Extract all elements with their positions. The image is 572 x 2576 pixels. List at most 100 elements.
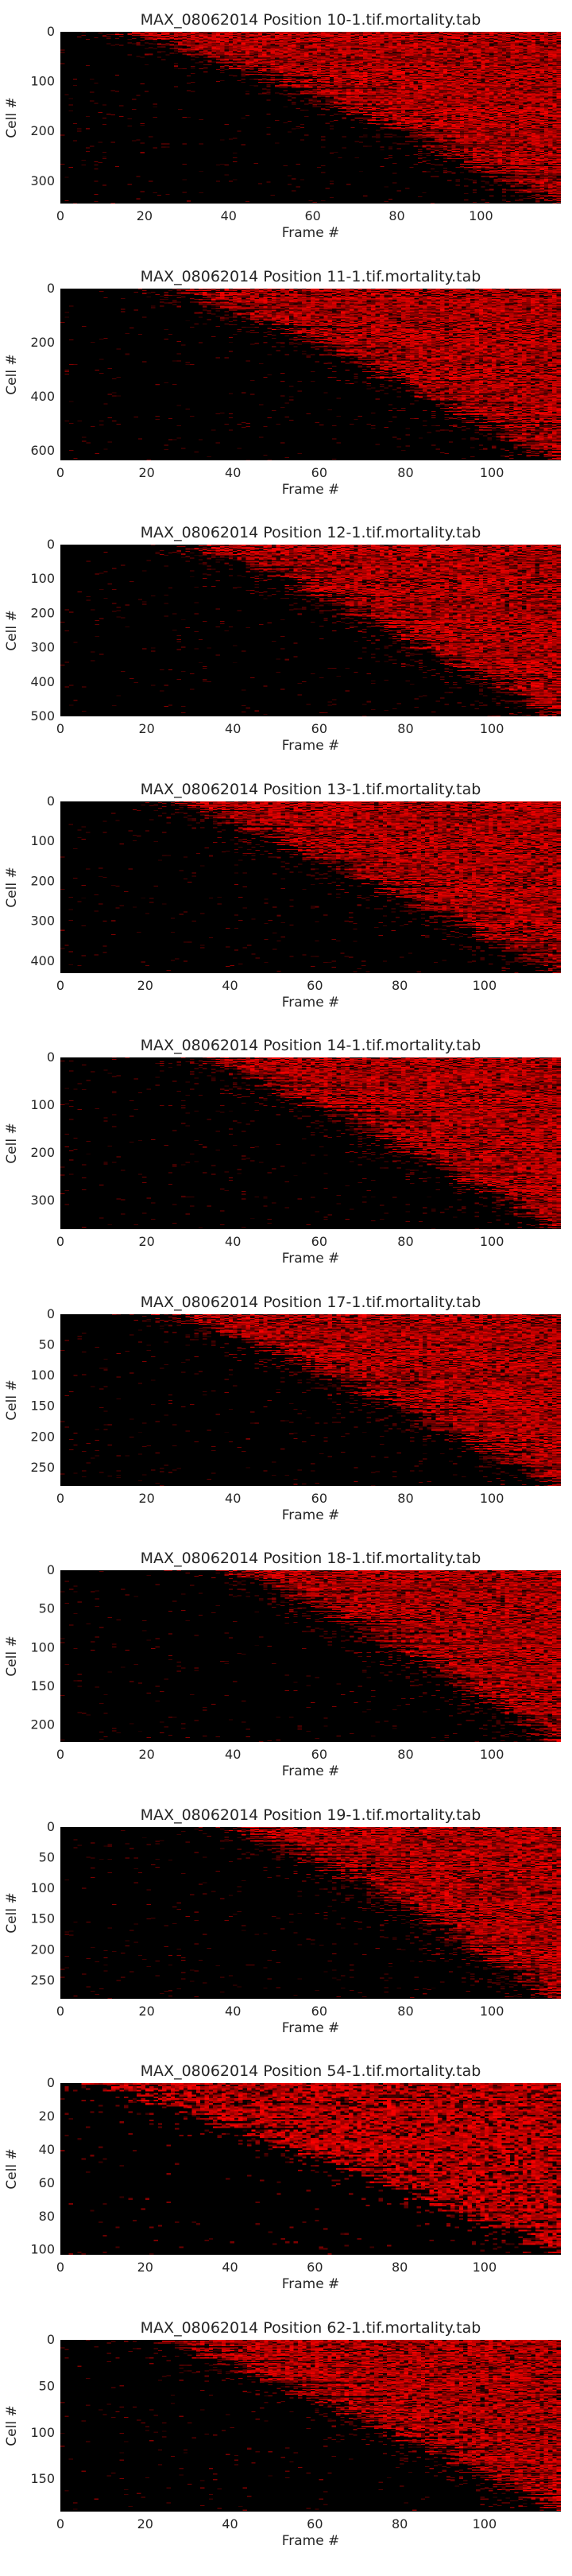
x-tick-label: 100 xyxy=(480,2004,504,2019)
heatmap-image xyxy=(60,801,561,973)
x-tick-label: 0 xyxy=(56,2260,64,2275)
heatmap-panel: MAX_08062014 Position 11-1.tif.mortality… xyxy=(4,268,561,498)
y-tick-label: 200 xyxy=(30,1942,55,1957)
x-tick-label: 100 xyxy=(480,465,504,480)
x-tick-label: 100 xyxy=(473,2260,497,2275)
x-tick-label: 100 xyxy=(480,1234,504,1249)
panel-title: MAX_08062014 Position 10-1.tif.mortality… xyxy=(141,11,481,29)
x-tick-label: 80 xyxy=(397,2004,413,2019)
y-axis-label: Cell # xyxy=(4,2148,20,2189)
y-tick-label: 200 xyxy=(30,873,55,888)
x-tick-label: 60 xyxy=(307,2260,323,2275)
x-tick-label: 40 xyxy=(225,1491,241,1506)
y-axis-label: Cell # xyxy=(4,1379,20,1420)
y-tick-label: 50 xyxy=(39,1850,55,1865)
x-tick-label: 40 xyxy=(222,2260,238,2275)
y-tick-label: 100 xyxy=(30,571,55,586)
x-tick-label: 100 xyxy=(469,208,493,223)
x-tick-label: 40 xyxy=(222,2516,238,2531)
y-tick-label: 150 xyxy=(30,2471,55,2486)
y-axis-label: Cell # xyxy=(4,610,20,650)
y-tick-label: 250 xyxy=(30,1973,55,1988)
y-tick-label: 40 xyxy=(39,2142,55,2157)
x-tick-label: 40 xyxy=(222,978,238,993)
y-axis-label: Cell # xyxy=(4,2405,20,2446)
y-tick-label: 200 xyxy=(30,335,55,350)
x-tick-label: 0 xyxy=(56,2004,64,2019)
y-axis-label: Cell # xyxy=(4,1892,20,1933)
heatmap-panel: MAX_08062014 Position 12-1.tif.mortality… xyxy=(4,524,561,754)
x-tick-label: 80 xyxy=(397,465,413,480)
x-tick-label: 40 xyxy=(221,208,237,223)
y-tick-label: 400 xyxy=(30,389,55,404)
panel-title: MAX_08062014 Position 54-1.tif.mortality… xyxy=(141,2062,481,2080)
heatmap-panel: MAX_08062014 Position 10-1.tif.mortality… xyxy=(4,11,561,241)
y-tick-label: 0 xyxy=(47,281,55,296)
x-tick-label: 80 xyxy=(397,1234,413,1249)
y-axis-label: Cell # xyxy=(4,867,20,907)
x-tick-label: 0 xyxy=(56,208,64,223)
x-tick-label: 0 xyxy=(56,1491,64,1506)
x-axis-label: Frame # xyxy=(282,2533,340,2549)
heatmap-panel: MAX_08062014 Position 62-1.tif.mortality… xyxy=(4,2319,561,2549)
x-axis-label: Frame # xyxy=(282,1251,340,1267)
y-tick-label: 100 xyxy=(30,74,55,89)
y-tick-label: 200 xyxy=(30,605,55,620)
x-axis-label: Frame # xyxy=(282,995,340,1011)
y-axis-label: Cell # xyxy=(4,1635,20,1676)
y-axis-label: Cell # xyxy=(4,354,20,394)
x-tick-label: 60 xyxy=(311,465,327,480)
y-tick-label: 80 xyxy=(39,2209,55,2224)
y-tick-label: 300 xyxy=(30,1193,55,1208)
x-tick-label: 80 xyxy=(397,1491,413,1506)
y-tick-label: 200 xyxy=(30,1145,55,1160)
x-axis-label: Frame # xyxy=(282,482,340,498)
y-tick-label: 100 xyxy=(30,2425,55,2440)
y-tick-label: 150 xyxy=(30,1678,55,1693)
y-tick-label: 100 xyxy=(30,1639,55,1655)
y-axis-label: Cell # xyxy=(4,1123,20,1163)
x-tick-label: 60 xyxy=(311,721,327,736)
x-tick-label: 20 xyxy=(138,1747,154,1762)
x-tick-label: 20 xyxy=(138,465,154,480)
heatmap-image xyxy=(60,1570,561,1742)
x-tick-label: 100 xyxy=(480,721,504,736)
y-tick-label: 100 xyxy=(30,2242,55,2257)
x-tick-label: 80 xyxy=(397,721,413,736)
y-tick-label: 400 xyxy=(30,674,55,689)
y-tick-label: 0 xyxy=(47,793,55,809)
y-tick-label: 200 xyxy=(30,1717,55,1732)
y-tick-label: 0 xyxy=(47,2332,55,2347)
y-tick-label: 50 xyxy=(39,1337,55,1352)
y-tick-label: 60 xyxy=(39,2175,55,2190)
y-tick-label: 300 xyxy=(30,640,55,655)
y-tick-label: 100 xyxy=(30,1097,55,1112)
x-tick-label: 20 xyxy=(137,978,153,993)
x-tick-label: 0 xyxy=(56,2516,64,2531)
heatmap-panel: MAX_08062014 Position 14-1.tif.mortality… xyxy=(4,1037,561,1267)
x-tick-label: 100 xyxy=(480,1491,504,1506)
y-tick-label: 0 xyxy=(47,537,55,552)
y-tick-label: 150 xyxy=(30,1399,55,1414)
x-tick-label: 20 xyxy=(138,1491,154,1506)
y-tick-label: 200 xyxy=(30,1429,55,1444)
y-tick-label: 20 xyxy=(39,2109,55,2124)
heatmap-image xyxy=(60,545,561,716)
y-tick-label: 600 xyxy=(30,443,55,458)
heatmap-panel: MAX_08062014 Position 17-1.tif.mortality… xyxy=(4,1294,561,1523)
heatmap-image xyxy=(60,1827,561,1999)
x-tick-label: 20 xyxy=(138,721,154,736)
x-tick-label: 60 xyxy=(307,978,323,993)
x-axis-label: Frame # xyxy=(282,738,340,754)
y-tick-label: 0 xyxy=(47,2075,55,2090)
x-tick-label: 60 xyxy=(311,1491,327,1506)
panel-title: MAX_08062014 Position 17-1.tif.mortality… xyxy=(141,1294,481,1311)
panel-title: MAX_08062014 Position 18-1.tif.mortality… xyxy=(141,1550,481,1567)
x-tick-label: 20 xyxy=(138,2004,154,2019)
x-tick-label: 80 xyxy=(392,2516,408,2531)
y-tick-label: 0 xyxy=(47,1819,55,1834)
y-tick-label: 400 xyxy=(30,953,55,968)
heatmap-panel: MAX_08062014 Position 54-1.tif.mortality… xyxy=(4,2062,561,2292)
y-tick-label: 100 xyxy=(30,833,55,848)
